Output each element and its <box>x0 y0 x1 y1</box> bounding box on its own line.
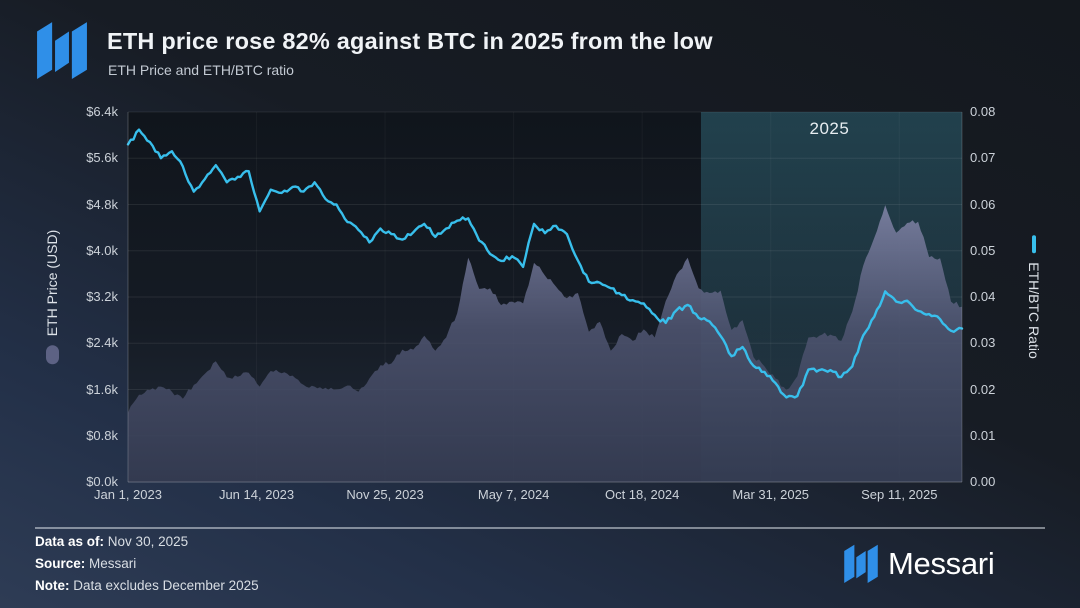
x-axis-tick-label: Sep 11, 2025 <box>861 487 938 502</box>
y-left-tick-label: $3.2k <box>86 289 118 304</box>
y-right-tick-label: 0.05 <box>970 242 996 258</box>
right-axis-title-label: ETH/BTC Ratio <box>1026 262 1042 359</box>
footer-divider <box>35 527 1045 529</box>
footer-note: Note: Data excludes December 2025 <box>35 578 259 593</box>
eth-btc-ratio-line <box>126 128 964 399</box>
footer-note-value: Data excludes December 2025 <box>73 578 259 593</box>
footer-note-label: Note: <box>35 578 70 593</box>
eth-price-area-series <box>128 205 962 482</box>
y-left-tick-label: $6.4k <box>86 104 118 119</box>
y-left-tick-label: $5.6k <box>86 150 118 166</box>
x-axis-tick-label: May 7, 2024 <box>477 487 550 502</box>
x-axis-tick-label: Nov 25, 2023 <box>346 487 424 502</box>
y-left-tick-label: $2.4k <box>86 335 118 351</box>
footer-source: Source: Messari <box>35 556 136 571</box>
y-left-tick-label: $0.0k <box>86 474 118 489</box>
eth-btc-ratio-line-series <box>126 128 964 399</box>
eth-btc-ratio-legend-marker-icon <box>1032 235 1036 254</box>
footer-source-label: Source: <box>35 556 86 571</box>
y-right-tick-label: 0.03 <box>970 335 996 351</box>
eth-price-area <box>128 205 962 482</box>
messari-brand-text: Messari <box>888 545 995 581</box>
x-axis-tick-label: Jan 1, 2023 <box>94 487 162 502</box>
y-right-tick-label: 0.08 <box>970 104 996 119</box>
y-right-tick-label: 0.02 <box>970 381 996 397</box>
right-axis-title: ETH/BTC Ratio <box>1026 235 1042 359</box>
footer-source-value: Messari <box>89 556 137 571</box>
footer-data-as-of-label: Data as of: <box>35 534 105 549</box>
y-right-tick-label: 0.06 <box>970 196 996 212</box>
messari-logo-icon <box>844 544 878 583</box>
messari-wordmark: Messari <box>843 544 995 583</box>
y-left-tick-label: $1.6k <box>86 381 118 397</box>
y-right-tick-label: 0.00 <box>970 474 996 489</box>
page-title: ETH price rose 82% against BTC in 2025 f… <box>107 28 713 54</box>
y-right-tick-label: 0.07 <box>970 150 996 166</box>
footer-data-as-of-value: Nov 30, 2025 <box>107 534 189 549</box>
footer-data-as-of: Data as of: Nov 30, 2025 <box>35 534 188 549</box>
x-axis-tick-label: Jun 14, 2023 <box>218 487 295 502</box>
y-left-tick-label: $4.0k <box>86 242 118 258</box>
page-subtitle: ETH Price and ETH/BTC ratio <box>108 62 294 78</box>
plot-frame <box>127 112 963 483</box>
x-axis-tick-label: Mar 31, 2025 <box>732 487 810 502</box>
y-left-tick-label: $4.8k <box>86 196 118 212</box>
highlight-band-label: 2025 <box>809 119 850 138</box>
y-right-tick-label: 0.04 <box>970 289 996 304</box>
x-axis-tick-label: Oct 18, 2024 <box>604 487 680 502</box>
messari-logo-icon <box>37 22 87 79</box>
y-left-tick-label: $0.8k <box>86 427 118 443</box>
y-right-tick-label: 0.01 <box>970 427 996 443</box>
